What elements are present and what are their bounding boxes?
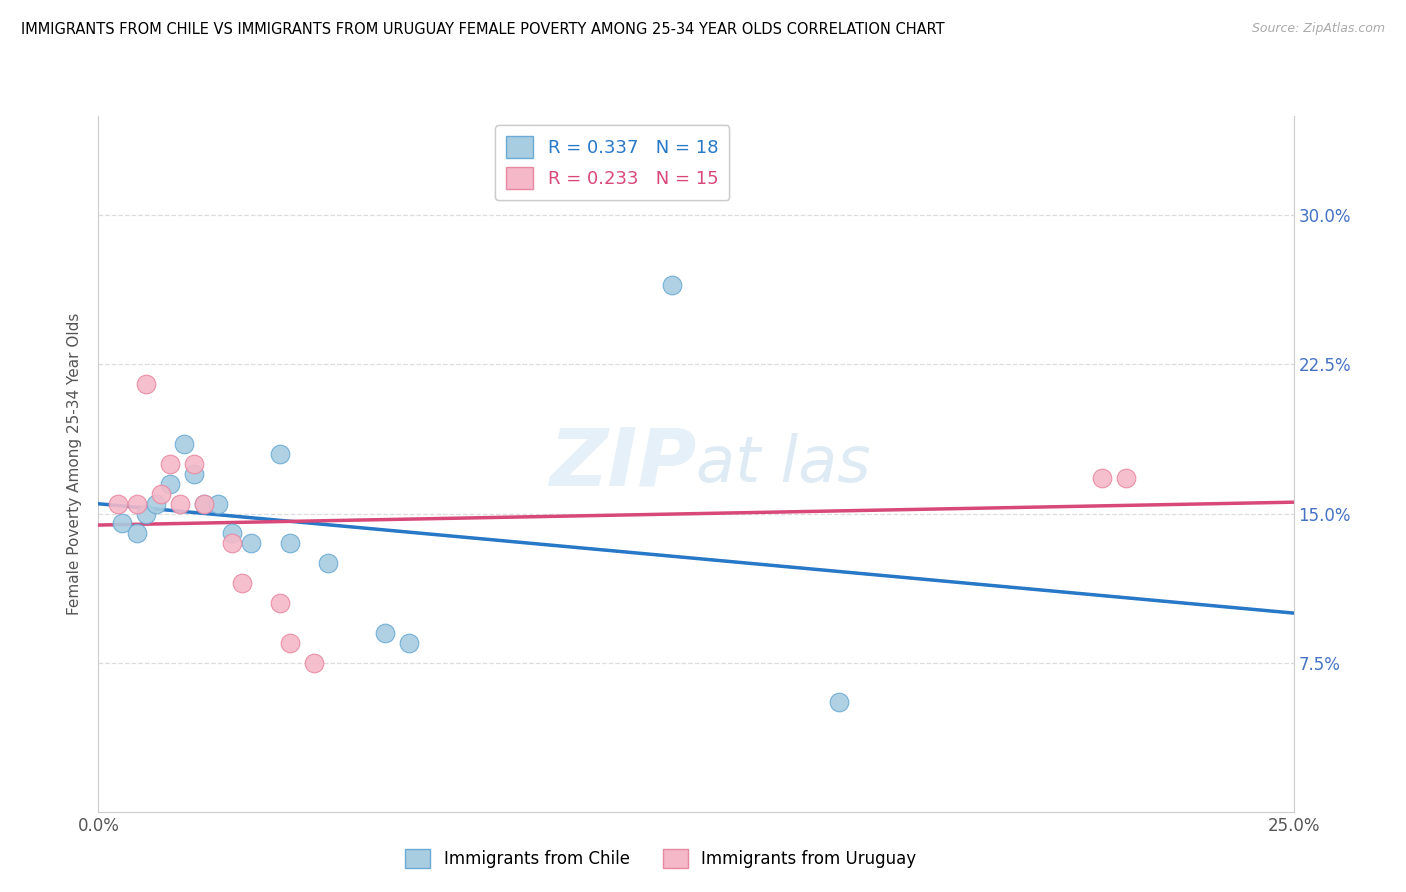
Point	[159, 457, 181, 471]
Point	[221, 536, 243, 550]
Point	[183, 467, 205, 481]
Point	[398, 636, 420, 650]
Point	[269, 447, 291, 461]
Point	[661, 277, 683, 292]
Legend: R = 0.337   N = 18, R = 0.233   N = 15: R = 0.337 N = 18, R = 0.233 N = 15	[495, 125, 730, 200]
Point	[207, 497, 229, 511]
Point	[231, 576, 253, 591]
Point	[159, 476, 181, 491]
Point	[278, 536, 301, 550]
Point	[125, 497, 148, 511]
Point	[173, 437, 195, 451]
Point	[374, 625, 396, 640]
Point	[145, 497, 167, 511]
Point	[1091, 471, 1114, 485]
Point	[169, 497, 191, 511]
Point	[828, 695, 851, 709]
Point	[316, 556, 339, 570]
Point	[193, 497, 215, 511]
Text: IMMIGRANTS FROM CHILE VS IMMIGRANTS FROM URUGUAY FEMALE POVERTY AMONG 25-34 YEAR: IMMIGRANTS FROM CHILE VS IMMIGRANTS FROM…	[21, 22, 945, 37]
Y-axis label: Female Poverty Among 25-34 Year Olds: Female Poverty Among 25-34 Year Olds	[67, 313, 83, 615]
Point	[111, 516, 134, 531]
Point	[240, 536, 263, 550]
Point	[135, 377, 157, 392]
Text: Source: ZipAtlas.com: Source: ZipAtlas.com	[1251, 22, 1385, 36]
Point	[135, 507, 157, 521]
Point	[269, 596, 291, 610]
Point	[278, 636, 301, 650]
Point	[302, 656, 325, 670]
Point	[107, 497, 129, 511]
Legend: Immigrants from Chile, Immigrants from Uruguay: Immigrants from Chile, Immigrants from U…	[398, 843, 924, 875]
Point	[1115, 471, 1137, 485]
Text: ZIP: ZIP	[548, 425, 696, 503]
Text: at las: at las	[696, 433, 870, 495]
Point	[183, 457, 205, 471]
Point	[221, 526, 243, 541]
Point	[125, 526, 148, 541]
Point	[193, 497, 215, 511]
Point	[149, 486, 172, 500]
